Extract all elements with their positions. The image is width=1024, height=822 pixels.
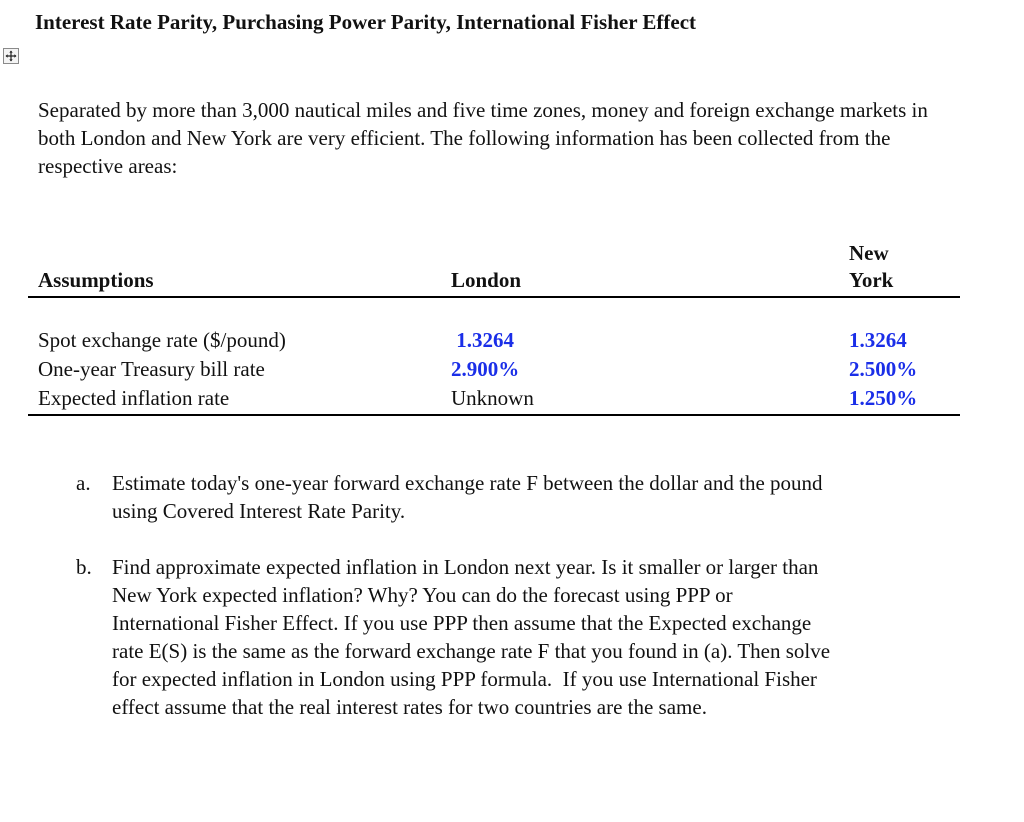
header-assumptions: Assumptions — [38, 268, 154, 292]
header-new-york-line2: York — [849, 268, 894, 292]
table-row: Expected inflation rate Unknown 1.250% — [28, 384, 960, 413]
row-label: Expected inflation rate — [38, 386, 230, 410]
question-marker: a. — [76, 471, 91, 495]
questions-list: a. Estimate today's one-year forward exc… — [76, 469, 836, 749]
question-a: a. Estimate today's one-year forward exc… — [76, 469, 836, 525]
header-london: London — [451, 268, 522, 292]
table-move-handle[interactable] — [3, 48, 19, 64]
row-label: Spot exchange rate ($/pound) — [38, 328, 286, 352]
row-label: One-year Treasury bill rate — [38, 357, 265, 381]
new-york-value: 2.500% — [849, 357, 918, 381]
table-header: Assumptions London New York — [28, 238, 960, 298]
question-marker: b. — [76, 555, 92, 579]
question-b: b. Find approximate expected inflation i… — [76, 553, 836, 721]
table-body: Spot exchange rate ($/pound) 1.3264 1.32… — [28, 298, 960, 416]
move-arrows-icon — [5, 50, 17, 62]
header-new-york: New York — [849, 240, 893, 294]
header-new-york-line1: New — [849, 241, 889, 265]
table-row: One-year Treasury bill rate 2.900% 2.500… — [28, 355, 960, 384]
london-value: 1.3264 — [451, 328, 514, 352]
question-text: Estimate today's one-year forward exchan… — [112, 471, 823, 523]
intro-paragraph: Separated by more than 3,000 nautical mi… — [38, 98, 928, 178]
table-row: Spot exchange rate ($/pound) 1.3264 1.32… — [28, 326, 960, 355]
document-title: Interest Rate Parity, Purchasing Power P… — [35, 10, 697, 34]
question-text: Find approximate expected inflation in L… — [112, 555, 836, 719]
london-value: 2.900% — [451, 357, 520, 381]
assumptions-table: Assumptions London New York Spot exchang… — [28, 238, 960, 416]
new-york-value: 1.3264 — [849, 328, 907, 352]
new-york-value: 1.250% — [849, 386, 918, 410]
london-value: Unknown — [451, 386, 534, 410]
